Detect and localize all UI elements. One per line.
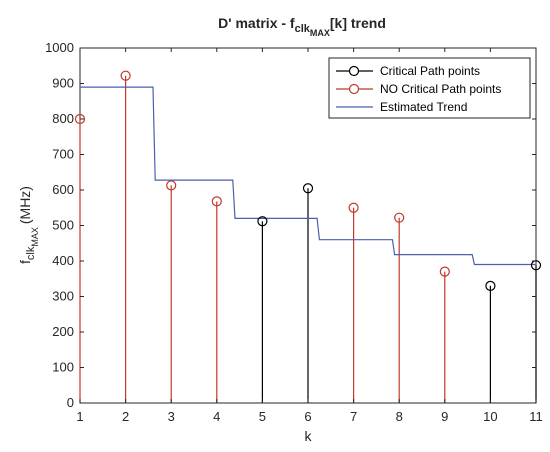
y-axis-label-tail: (MHz) bbox=[17, 186, 33, 224]
x-tick-label: 9 bbox=[441, 409, 448, 424]
stem-marker bbox=[166, 180, 177, 191]
trend-line bbox=[80, 86, 536, 266]
legend-label: Critical Path points bbox=[380, 64, 480, 78]
stem-marker bbox=[485, 280, 496, 291]
stem-marker bbox=[120, 70, 131, 81]
x-tick-label: 8 bbox=[396, 409, 403, 424]
x-tick-label: 10 bbox=[483, 409, 497, 424]
legend-swatch-marker bbox=[348, 65, 360, 77]
x-tick-label: 5 bbox=[259, 409, 266, 424]
stem-marker bbox=[211, 196, 222, 207]
chart-title-sub1: clk bbox=[295, 23, 311, 35]
x-tick-label: 2 bbox=[122, 409, 129, 424]
stem-marker bbox=[257, 216, 268, 227]
x-tick-label: 11 bbox=[529, 409, 543, 424]
markers-layer bbox=[74, 70, 542, 291]
stems-layer bbox=[79, 75, 537, 403]
stem-marker bbox=[439, 266, 450, 277]
x-tick-label: 6 bbox=[304, 409, 311, 424]
legend-label: Estimated Trend bbox=[380, 100, 467, 114]
y-tick-label: 300 bbox=[52, 289, 74, 304]
y-axis-label: fclkMAX (MHz) bbox=[17, 186, 40, 264]
y-tick-label: 0 bbox=[67, 395, 74, 410]
x-axis-label: k bbox=[305, 428, 313, 444]
legend: Critical Path points NO Critical Path poi… bbox=[328, 57, 531, 119]
x-tick-label: 3 bbox=[168, 409, 175, 424]
y-axis-label-sub2: MAX bbox=[30, 227, 40, 247]
y-tick-label: 1000 bbox=[45, 40, 74, 55]
chart-title: D' matrix - fclkMAX[k] trend bbox=[218, 15, 386, 38]
y-tick-label: 100 bbox=[52, 360, 74, 375]
y-tick-label: 900 bbox=[52, 76, 74, 91]
trend-layer bbox=[80, 86, 536, 266]
y-tick-label: 700 bbox=[52, 147, 74, 162]
chart-title-main: D' matrix - f bbox=[218, 15, 295, 31]
stem-marker bbox=[302, 183, 314, 194]
chart-title-sub2: MAX bbox=[310, 28, 330, 38]
stem-marker bbox=[74, 113, 86, 125]
x-axis: 1 2 3 4 5 6 7 8 9 10 11 bbox=[76, 48, 543, 424]
legend-box bbox=[328, 57, 531, 119]
y-tick-label: 800 bbox=[52, 111, 74, 126]
stem-marker bbox=[348, 202, 359, 213]
y-tick-label: 200 bbox=[52, 324, 74, 339]
x-tick-label: 7 bbox=[350, 409, 357, 424]
legend-label: NO Critical Path points bbox=[380, 82, 501, 96]
x-tick-label: 1 bbox=[76, 409, 83, 424]
stem-marker bbox=[394, 212, 405, 223]
y-axis-label-main: f bbox=[17, 260, 33, 264]
chart-title-tail: [k] trend bbox=[330, 15, 386, 31]
legend-swatch-marker bbox=[348, 83, 360, 95]
y-axis-label-sub1: clk bbox=[25, 246, 37, 260]
x-tick-label: 4 bbox=[213, 409, 220, 424]
y-axis: 0 100 200 300 400 500 600 700 800 900 1000 bbox=[45, 40, 536, 410]
y-tick-label: 400 bbox=[52, 253, 74, 268]
y-tick-label: 600 bbox=[52, 182, 74, 197]
y-tick-label: 500 bbox=[52, 218, 74, 233]
